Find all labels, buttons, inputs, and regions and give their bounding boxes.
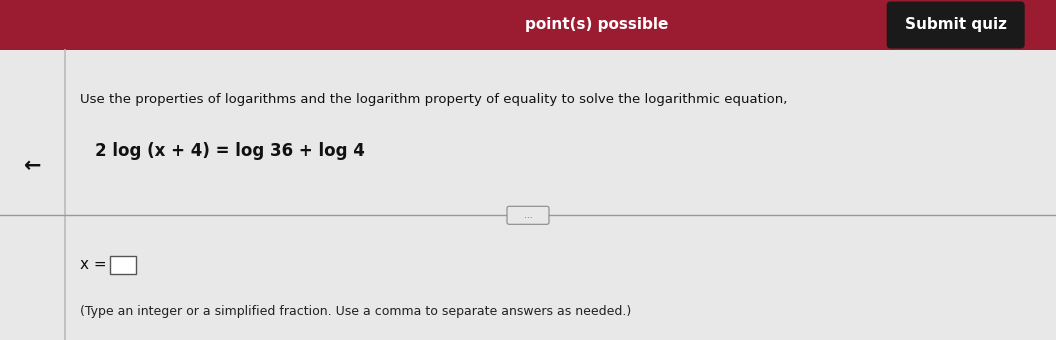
Text: ←: ← — [23, 156, 41, 176]
Text: ...: ... — [524, 211, 532, 220]
Text: x =: x = — [80, 257, 107, 272]
Text: Use the properties of logarithms and the logarithm property of equality to solve: Use the properties of logarithms and the… — [80, 93, 788, 106]
FancyBboxPatch shape — [507, 206, 549, 224]
FancyBboxPatch shape — [887, 1, 1024, 49]
Text: point(s) possible: point(s) possible — [525, 17, 668, 33]
Text: 2 log (x + 4) = log 36 + log 4: 2 log (x + 4) = log 36 + log 4 — [95, 142, 365, 160]
Bar — [110, 256, 136, 274]
Bar — [0, 50, 1056, 340]
Bar — [0, 0, 1056, 50]
Text: Submit quiz: Submit quiz — [905, 17, 1006, 33]
Text: (Type an integer or a simplified fraction. Use a comma to separate answers as ne: (Type an integer or a simplified fractio… — [80, 305, 631, 318]
